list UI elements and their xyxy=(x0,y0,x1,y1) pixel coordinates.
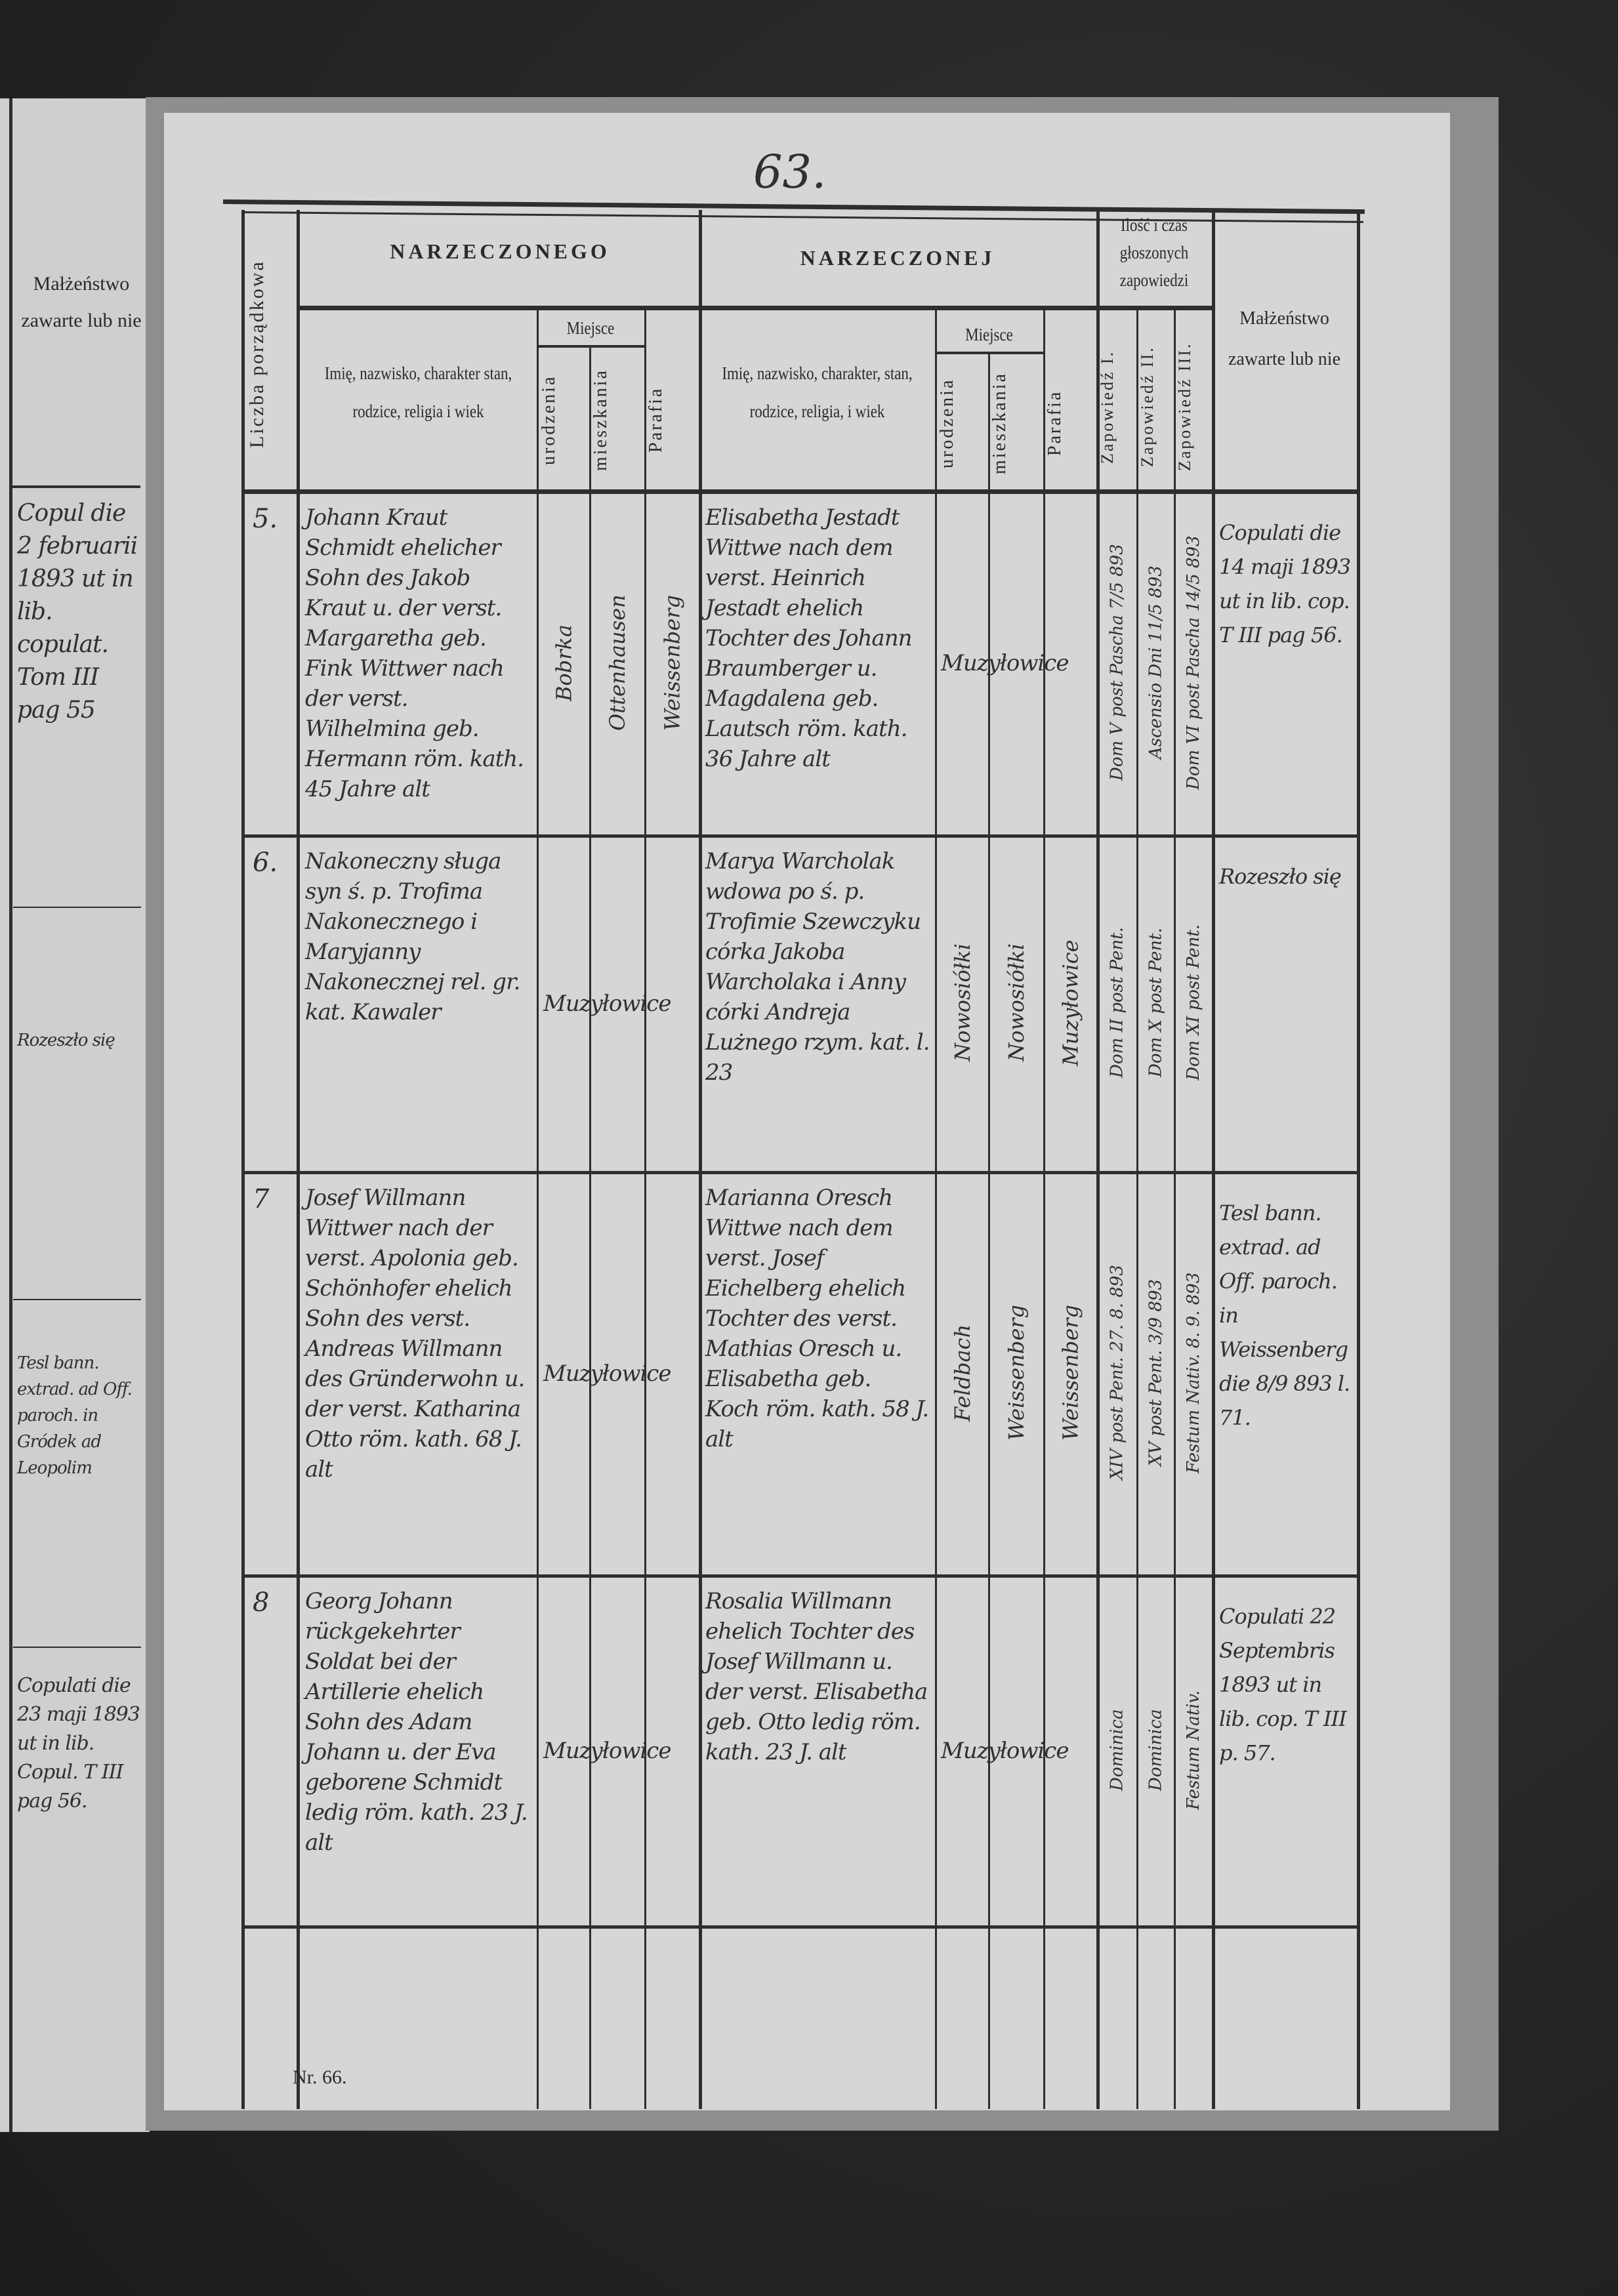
groom-details: Nakoneczny sługa syn ś. p. Trofima Nakon… xyxy=(305,848,520,1025)
header-groom-residence: mieszkania xyxy=(591,369,611,471)
bride-details: Marya Warcholak wdowa po ś. p. Trofimie … xyxy=(705,848,930,1086)
marriage-status: Copulati die 14 maji 1893 ut in lib. cop… xyxy=(1219,520,1351,647)
left-row-divider xyxy=(13,1647,141,1648)
groom-place: Muzyłowice xyxy=(543,1737,671,1764)
banns-2: Dom X post Pent. xyxy=(1146,928,1166,1078)
column-rule xyxy=(1136,308,1138,2109)
column-rule xyxy=(1174,308,1176,2109)
banns-2: Dominica xyxy=(1146,1709,1166,1791)
left-marriage-header: Małżeństwo zawarte lub nie xyxy=(21,273,142,331)
bride-parish: Muzyłowice xyxy=(1058,939,1083,1066)
bride-place xyxy=(937,1353,1094,1364)
column-rule xyxy=(537,308,539,2109)
header-bride-place: Miejsce xyxy=(965,325,1013,344)
page-number: 63. xyxy=(753,145,827,199)
header-bride-parish: Parafia xyxy=(1045,390,1065,457)
groom-details: Georg Johann rückgekehrter Soldat bei de… xyxy=(305,1588,528,1856)
column-rule xyxy=(1096,210,1100,2109)
left-row-divider xyxy=(13,1299,141,1300)
left-note-2: Rozeszło się xyxy=(17,1031,115,1050)
bride-place: Muzyłowice xyxy=(941,1737,1069,1764)
header-groom-parish: Parafia xyxy=(646,386,666,453)
header-groom-name: Imię, nazwisko, charakter stan, rodzice,… xyxy=(324,363,512,421)
header-bride: NARZECZONEJ xyxy=(800,246,995,270)
left-note-4: Copulati die 23 maji 1893 ut in lib. Cop… xyxy=(17,1674,140,1813)
marriage-status: Tesl bann. extrad. ad Off. paroch. in We… xyxy=(1219,1200,1350,1430)
header-marriage: Małżeństwo zawarte lub nie xyxy=(1228,308,1341,369)
banns-3: Dom XI post Pent. xyxy=(1184,924,1203,1081)
bride-residence: Weissenberg xyxy=(1004,1304,1029,1441)
bride-place-rule xyxy=(935,352,1043,354)
column-rule xyxy=(699,210,702,2109)
banns-1: XIV post Pent. 27. 8. 893 xyxy=(1107,1265,1127,1481)
entry-number: 5. xyxy=(253,504,278,534)
column-rule xyxy=(297,210,300,2109)
entry-number: 6. xyxy=(253,848,278,878)
banns-1: Dom II post Pent. xyxy=(1107,927,1127,1078)
banns-3: Festum Nativ. xyxy=(1184,1690,1203,1810)
row-rule xyxy=(241,1925,1357,1929)
left-page: Małżeństwo zawarte lub nie Copul die 2 f… xyxy=(0,98,150,2132)
header-bride-birth: urodzenia xyxy=(937,378,957,468)
bride-place: Muzyłowice xyxy=(941,650,1069,676)
groom-place xyxy=(539,643,697,653)
left-page-header-rule xyxy=(9,485,140,488)
header-bride-residence: mieszkania xyxy=(989,372,1010,474)
groom-place-rule xyxy=(537,345,644,348)
bride-birthplace: Nowosiółki xyxy=(950,943,975,1062)
left-note-1: Copul die 2 februarii 1893 ut in lib. co… xyxy=(17,500,138,724)
header-groom: NARZECZONEGO xyxy=(390,239,610,263)
header-banns-3: Zapowiedź III. xyxy=(1175,342,1194,472)
banns-3: Dom VI post Pascha 14/5 893 xyxy=(1184,535,1203,790)
header-bride-name: Imię, nazwisko, charakter, stan, rodzice… xyxy=(722,363,913,421)
groom-details: Josef Willmann Wittwer nach der verst. A… xyxy=(305,1185,525,1483)
bride-residence: Nowosiółki xyxy=(1004,943,1029,1062)
column-rule xyxy=(1357,210,1360,2109)
bride-details: Marianna Oresch Wittwe nach dem verst. J… xyxy=(705,1185,929,1452)
groom-residence: Ottenhausen xyxy=(605,594,630,731)
banns-1: Dominica xyxy=(1107,1709,1127,1791)
bride-details: Elisabetha Jestadt Wittwe nach dem verst… xyxy=(705,504,913,772)
left-page-rule xyxy=(9,98,12,2132)
banns-2: XV post Pent. 3/9 893 xyxy=(1146,1279,1166,1467)
groom-parish: Weissenberg xyxy=(659,594,685,731)
row-rule xyxy=(241,834,1357,838)
register-page xyxy=(164,113,1450,2110)
groom-place: Muzyłowice xyxy=(543,990,671,1017)
row-rule xyxy=(241,1171,1357,1174)
column-rule xyxy=(1043,308,1045,2109)
groom-place: Muzyłowice xyxy=(543,1360,671,1387)
header-number: Liczba porządkowa xyxy=(246,260,268,449)
entry-number: 7 xyxy=(253,1184,270,1214)
left-note-3: Tesl bann. extrad. ad Off. paroch. in Gr… xyxy=(17,1353,133,1478)
bride-details: Rosalia Willmann ehelich Tochter des Jos… xyxy=(705,1588,928,1765)
header-groom-place: Miejsce xyxy=(566,318,615,338)
column-rule xyxy=(644,308,646,2109)
form-number: Nr. 66. xyxy=(293,2066,347,2088)
column-rule xyxy=(935,308,937,2109)
header-groom-birth: urodzenia xyxy=(539,375,559,465)
left-row-divider xyxy=(13,907,141,908)
header-banns: Ilość i czas głoszonych zapowiedzi xyxy=(1119,215,1189,290)
bride-place xyxy=(937,983,1094,994)
bride-parish: Weissenberg xyxy=(1058,1304,1083,1441)
header-bottom-rule xyxy=(241,489,1357,494)
header-banns-2: Zapowiedź II. xyxy=(1138,346,1157,468)
marriage-status: Rozeszło się xyxy=(1219,864,1342,889)
banns-3: Festum Nativ. 8. 9. 893 xyxy=(1184,1272,1203,1473)
banns-2: Ascensio Dni 11/5 893 xyxy=(1146,565,1166,760)
groom-birthplace: Bobrka xyxy=(551,624,577,701)
banns-1: Dom V post Pascha 7/5 893 xyxy=(1107,544,1127,781)
header-banns-1: Zapowiedź I. xyxy=(1098,350,1117,464)
groom-details: Johann Kraut Schmidt ehelicher Sohn des … xyxy=(305,504,524,802)
row-rule xyxy=(241,1574,1357,1578)
entry-number: 8 xyxy=(253,1588,270,1618)
column-rule xyxy=(988,354,990,2109)
column-rule xyxy=(241,210,245,2109)
marriage-status: Copulati 22 Septembris 1893 ut in lib. c… xyxy=(1219,1604,1347,1765)
header-subrule xyxy=(300,306,1212,310)
bride-birthplace: Feldbach xyxy=(950,1324,975,1422)
column-rule xyxy=(589,348,591,2109)
column-rule xyxy=(1212,210,1215,2109)
